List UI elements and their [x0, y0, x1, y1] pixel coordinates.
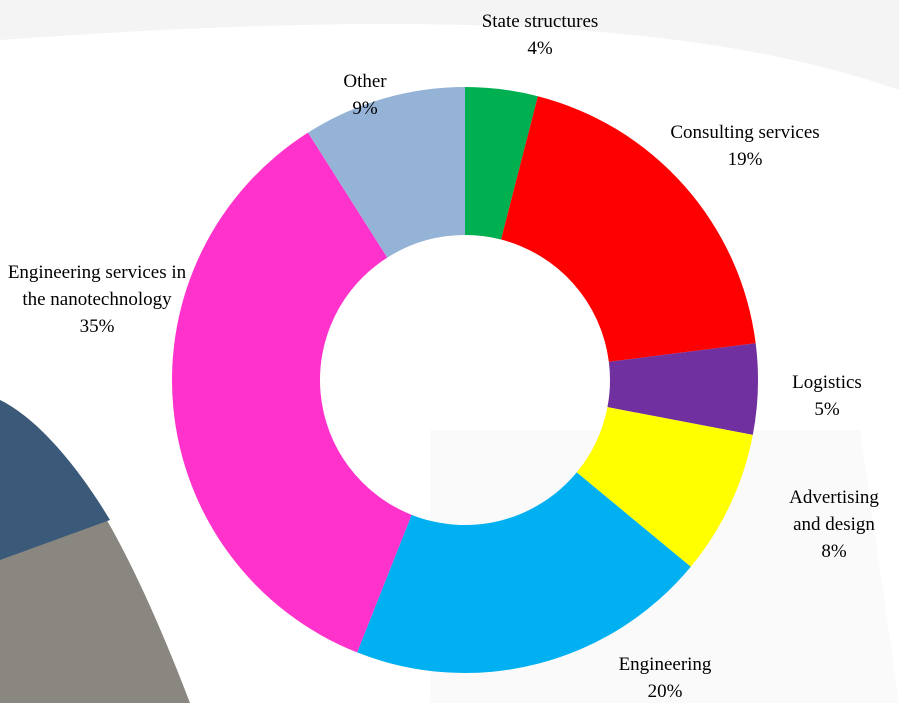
category-name: State structures [481, 11, 599, 32]
donut-slice [465, 87, 538, 240]
slice-label: Other 9% [325, 68, 405, 122]
percent-label: 8% [821, 541, 847, 562]
percent-label: 4% [527, 38, 553, 59]
donut-slice [607, 343, 758, 435]
donut-slice [357, 472, 691, 673]
slice-label: Consulting services 19% [635, 119, 855, 173]
swoosh [0, 0, 899, 90]
donut-slice [172, 132, 412, 653]
slice-label: Engineering services in the nanotechnolo… [7, 259, 187, 340]
category-name: Consulting services [670, 122, 820, 143]
donut-slice [308, 87, 465, 258]
percent-label: 19% [727, 149, 763, 170]
photo-detail [0, 400, 110, 560]
category-name: Other [343, 71, 387, 92]
percent-label: 5% [814, 399, 840, 420]
donut-slice [576, 407, 753, 567]
category-name: Advertising and design [789, 487, 879, 535]
slice-label: Logistics 5% [772, 369, 882, 423]
donut-slice [501, 96, 756, 362]
category-name: Logistics [792, 372, 862, 393]
category-name: Engineering services in the nanotechnolo… [7, 262, 187, 310]
percent-label: 9% [352, 98, 378, 119]
percent-label: 35% [79, 316, 115, 337]
slice-label: State structures 4% [440, 8, 640, 62]
slice-label: Engineering 20% [590, 651, 740, 705]
slice-label: Advertising and design 8% [774, 484, 894, 565]
percent-label: 20% [647, 681, 683, 702]
category-name: Engineering [618, 654, 712, 675]
